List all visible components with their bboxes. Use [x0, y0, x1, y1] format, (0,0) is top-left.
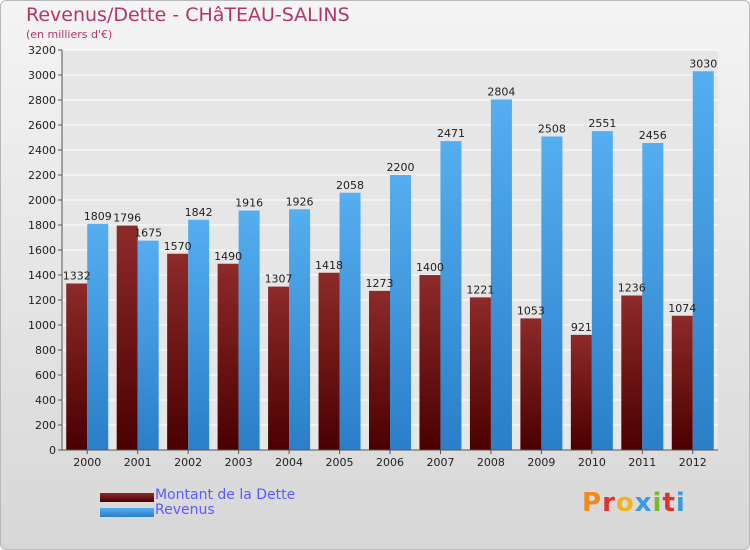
x-tick-label-2002: 2002 [174, 456, 202, 469]
revenue-value-label-2007: 2471 [437, 127, 465, 140]
chart-subtitle: (en milliers d'€) [26, 28, 113, 41]
debt-value-label-2000: 1332 [63, 270, 91, 283]
y-tick-label: 2400 [28, 144, 56, 157]
revenue-value-label-2009: 2508 [538, 123, 566, 136]
x-tick-label-2010: 2010 [578, 456, 606, 469]
debt-bar-2001 [116, 225, 138, 450]
revenue-value-label-2002: 1842 [185, 206, 213, 219]
debt-bar-2000 [66, 283, 88, 450]
debt-value-label-2012: 1074 [668, 302, 696, 315]
y-tick-label: 2000 [28, 194, 56, 207]
debt-bar-2012 [671, 315, 693, 450]
debt-value-label-2006: 1273 [366, 277, 394, 290]
y-tick-label: 2200 [28, 169, 56, 182]
revenue-value-label-2010: 2551 [588, 117, 616, 130]
revenue-bar-2004 [289, 209, 311, 450]
y-tick-label: 800 [35, 344, 56, 357]
revenue-bar-2006 [390, 175, 411, 450]
debt-value-label-2002: 1570 [164, 240, 192, 253]
revenue-bar-2009 [541, 136, 563, 450]
revenue-bar-2007 [440, 141, 462, 450]
debt-value-label-2004: 1307 [265, 273, 293, 286]
revenue-value-label-2001: 1675 [134, 227, 162, 240]
debt-bar-2003 [217, 263, 239, 450]
debt-bar-2005 [318, 272, 340, 450]
y-tick-label: 1200 [28, 294, 56, 307]
y-tick-label: 3200 [28, 44, 56, 57]
x-tick-label-2008: 2008 [477, 456, 505, 469]
x-tick-label-2003: 2003 [225, 456, 253, 469]
revenue-value-label-2000: 1809 [84, 210, 112, 223]
debt-bar-2010 [570, 334, 592, 450]
x-tick-label-2007: 2007 [426, 456, 454, 469]
debt-value-label-2007: 1400 [416, 261, 444, 274]
x-tick-label-2000: 2000 [73, 456, 101, 469]
revenue-bar-2008 [490, 99, 512, 450]
debt-bar-2002 [167, 253, 189, 450]
debt-value-label-2005: 1418 [315, 259, 343, 272]
debt-bar-2006 [369, 290, 390, 450]
y-tick-label: 400 [35, 394, 56, 407]
revenue-bar-2002 [188, 219, 210, 450]
debt-value-label-2003: 1490 [214, 250, 242, 263]
revenue-bar-2001 [137, 240, 159, 450]
revenue-value-label-2012: 3030 [689, 57, 717, 70]
y-tick-label: 1800 [28, 219, 56, 232]
debt-value-label-2011: 1236 [618, 282, 646, 295]
x-tick-label-2004: 2004 [275, 456, 303, 469]
y-tick-label: 1000 [28, 319, 56, 332]
y-tick-label: 1400 [28, 269, 56, 282]
y-tick-label: 2600 [28, 119, 56, 132]
debt-bar-2008 [469, 297, 491, 450]
x-tick-label-2012: 2012 [679, 456, 707, 469]
chart-title: Revenus/Dette - CHâTEAU-SALINS [26, 4, 350, 26]
debt-bar-2009 [520, 318, 542, 450]
legend-label-debt: Montant de la Dette [155, 487, 296, 503]
y-tick-label: 2800 [28, 94, 56, 107]
revenue-value-label-2003: 1916 [235, 197, 263, 210]
y-tick-label: 600 [35, 369, 56, 382]
x-tick-label-2001: 2001 [124, 456, 152, 469]
legend-swatch-revenue [100, 508, 154, 517]
proxiti-logo: Proxiti [582, 488, 686, 518]
revenue-bar-2005 [339, 192, 361, 450]
legend-swatch-debt [100, 493, 154, 502]
x-tick-label-2011: 2011 [628, 456, 656, 469]
y-tick-label: 0 [49, 444, 56, 457]
debt-value-label-2008: 1221 [466, 283, 494, 296]
revenue-bar-2011 [642, 143, 664, 450]
revenue-value-label-2004: 1926 [286, 195, 314, 208]
debt-bar-2011 [621, 295, 643, 450]
revenue-value-label-2006: 2200 [387, 161, 415, 174]
legend-label-revenue: Revenus [155, 502, 215, 518]
revenue-bar-2000 [87, 223, 109, 450]
revenue-value-label-2005: 2058 [336, 179, 364, 192]
x-tick-label-2006: 2006 [376, 456, 404, 469]
revenue-value-label-2011: 2456 [639, 129, 667, 142]
x-tick-label-2005: 2005 [326, 456, 354, 469]
revenue-value-label-2008: 2804 [487, 86, 515, 99]
debt-value-label-2010: 921 [571, 321, 592, 334]
y-tick-label: 3000 [28, 69, 56, 82]
revenue-bar-2012 [692, 71, 714, 450]
debt-value-label-2009: 1053 [517, 304, 545, 317]
x-tick-label-2009: 2009 [527, 456, 555, 469]
debt-bar-2004 [268, 286, 290, 450]
y-tick-label: 200 [35, 419, 56, 432]
debt-bar-2007 [419, 275, 441, 450]
debt-value-label-2001: 1796 [113, 212, 141, 225]
revenue-bar-2010 [591, 131, 613, 450]
y-tick-label: 1600 [28, 244, 56, 257]
revenue-bar-2003 [238, 210, 260, 450]
